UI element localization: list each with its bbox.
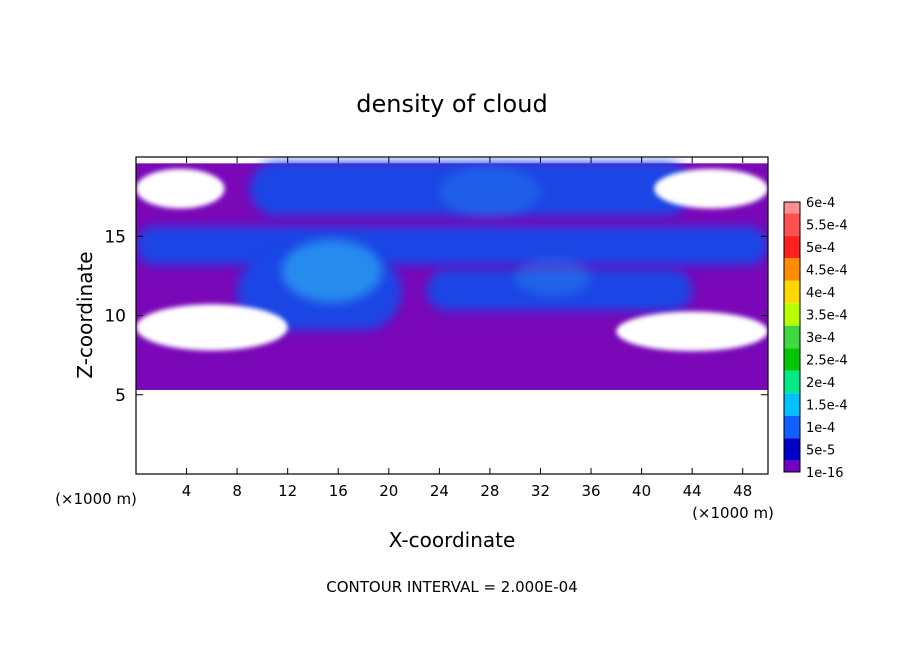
colorbar-label: 5e-5 (806, 444, 835, 459)
colorbar-label: 4e-4 (806, 286, 835, 301)
colorbar-label: 1.5e-4 (806, 399, 848, 414)
plot-area (136, 157, 768, 474)
x-tick-label: 4 (182, 482, 192, 500)
x-tick-label: 8 (232, 482, 242, 500)
colorbar-label: 2.5e-4 (806, 354, 848, 369)
colorbar-swatch (784, 460, 800, 472)
colorbar-swatch (784, 202, 800, 214)
contour-interval-note: CONTOUR INTERVAL = 2.000E-04 (326, 578, 577, 596)
colorbar-swatch (784, 325, 800, 349)
colorbar-swatch (784, 213, 800, 236)
colorbar-label: 1e-16 (806, 466, 844, 481)
x-tick-label: 16 (329, 482, 348, 500)
colorbar-label: 3e-4 (806, 331, 835, 346)
colorbar-swatch (784, 438, 800, 461)
clear-gap-0 (136, 168, 225, 209)
colorbar-label: 6e-4 (806, 196, 835, 211)
colorbar-swatch (784, 415, 800, 439)
y-tick-label: 15 (104, 227, 126, 247)
chart-title: density of cloud (356, 90, 547, 118)
colorbar-swatch (784, 393, 800, 416)
cloud-band-1 (136, 226, 768, 265)
colorbar-swatch (784, 303, 800, 326)
x-tick-label: 44 (683, 482, 702, 500)
x-tick-label: 20 (379, 482, 398, 500)
clear-gap-3 (616, 311, 768, 352)
colorbar-label: 5e-4 (806, 241, 835, 256)
colorbar-label: 5.5e-4 (806, 219, 848, 234)
colorbar-label: 4.5e-4 (806, 264, 848, 279)
colorbar-label: 1e-4 (806, 421, 835, 436)
cloud-core (281, 239, 383, 303)
x-tick-label: 12 (278, 482, 297, 500)
clear-gap-2 (136, 304, 288, 351)
density-field (136, 161, 768, 390)
x-tick-label: 40 (632, 482, 651, 500)
x-axis-unit-left: (×1000 m) (55, 490, 137, 508)
x-tick-label: 32 (531, 482, 550, 500)
colorbar-label: 3.5e-4 (806, 309, 848, 324)
colorbar-swatch (784, 258, 800, 281)
colorbar-frame (783, 201, 801, 473)
y-axis-label: Z-coordinate (73, 251, 97, 378)
x-tick-label: 48 (733, 482, 752, 500)
colorbar-swatch (784, 370, 800, 394)
colorbar-swatch (784, 348, 800, 371)
x-tick-label: 24 (430, 482, 449, 500)
x-axis-label: X-coordinate (389, 528, 516, 552)
y-axis-ticks: 5 10 15 (104, 227, 768, 406)
x-axis-ticks: 4 8 12 16 20 24 28 32 36 40 44 48 (182, 157, 752, 500)
y-tick-label: 10 (104, 307, 126, 327)
colorbar-swatch (784, 280, 800, 304)
y-tick-label: 5 (115, 386, 126, 406)
cloud-core-upper (439, 166, 541, 218)
cloud-core-secondary (515, 258, 592, 297)
colorbar: 6e-4 5.5e-4 5e-4 4.5e-4 4e-4 3.5e-4 3e-4 2.5e-4… (783, 196, 848, 481)
colorbar-label: 2e-4 (806, 376, 835, 391)
colorbar-swatch (784, 235, 800, 259)
clear-gap-1 (654, 168, 768, 209)
x-axis-unit-right: (×1000 m) (692, 504, 774, 522)
x-tick-label: 36 (581, 482, 600, 500)
x-tick-label: 28 (480, 482, 499, 500)
